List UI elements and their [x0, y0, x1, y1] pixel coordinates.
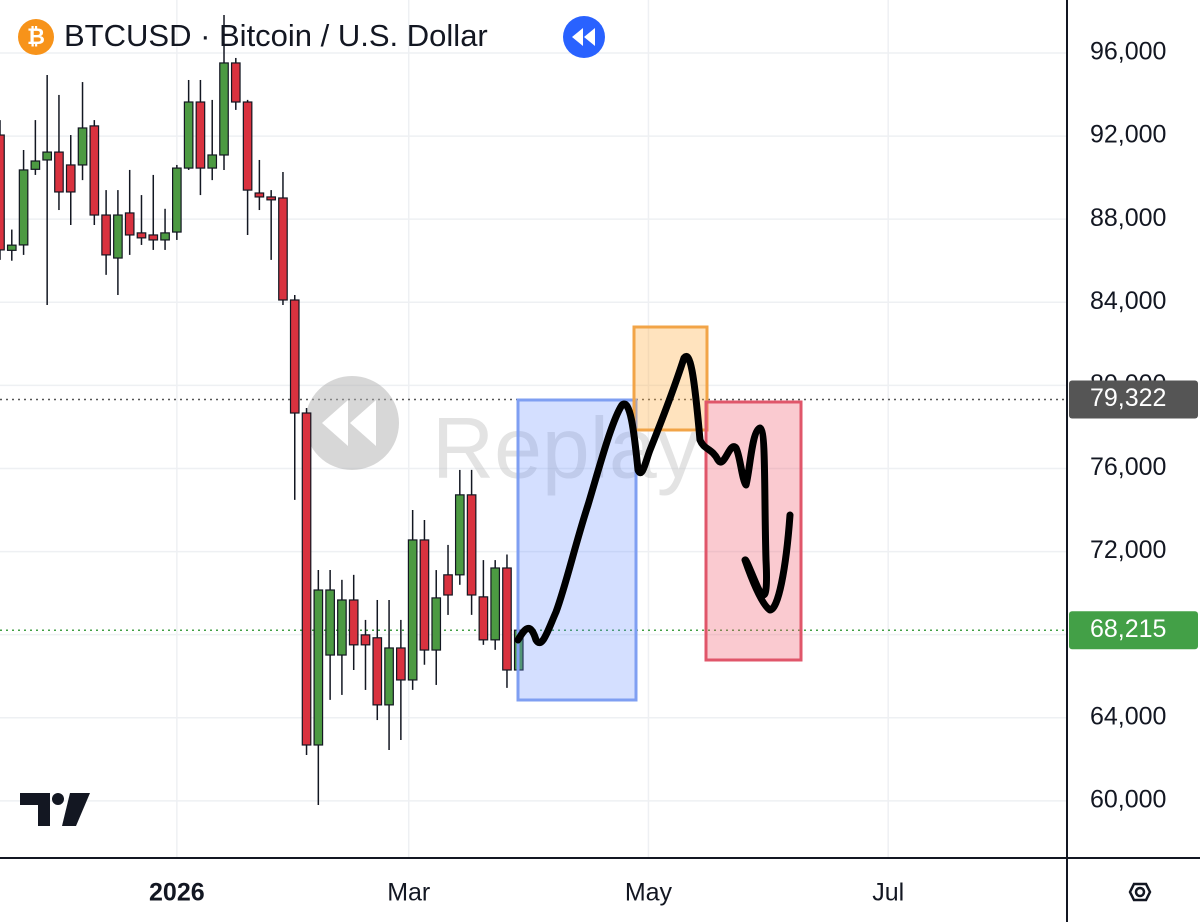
y-tick-label: 84,000 [1090, 287, 1166, 315]
candle-body [101, 214, 111, 256]
candle-body [396, 647, 406, 681]
candle-body [242, 101, 253, 191]
candle-body [30, 160, 41, 170]
replay-button-icon [572, 28, 595, 46]
candle-body [384, 647, 394, 706]
symbol-icon-glyph: ₿ [27, 24, 45, 49]
logo-t [20, 793, 50, 826]
chart-title: BTCUSD · Bitcoin / U.S. Dollar [64, 18, 488, 53]
price-labels: 79,322 68,215 [1069, 380, 1198, 650]
watermark-icon-arrows [322, 400, 376, 446]
candle-body [301, 412, 312, 746]
candle-body [348, 599, 359, 646]
candle-body [0, 134, 5, 251]
y-tick-label: 92,000 [1090, 121, 1166, 149]
y-tick-label: 72,000 [1090, 536, 1166, 564]
candle-body [443, 574, 453, 596]
y-tick-label: 88,000 [1090, 204, 1166, 232]
candle-body [502, 567, 512, 671]
candle-body [18, 169, 29, 246]
candles [0, 14, 524, 806]
x-tick-label: May [625, 879, 673, 907]
candle-body [195, 101, 206, 169]
candle-body [325, 589, 335, 656]
symbol-icon [18, 19, 54, 55]
candle-body [54, 151, 64, 193]
candle-body [89, 125, 100, 216]
candle-body [407, 539, 418, 681]
candle-body [466, 494, 477, 596]
y-tick-label: 96,000 [1090, 38, 1166, 66]
candle-body [148, 234, 159, 241]
logo [20, 793, 90, 826]
candle-body [136, 232, 147, 239]
watermark: Replay [305, 376, 700, 497]
candle-body [6, 244, 17, 251]
candle-body [360, 634, 371, 646]
settings-icon[interactable] [1128, 882, 1152, 902]
candle-body [431, 597, 442, 651]
candle-body [337, 599, 347, 656]
price-label: 79,322 [1090, 384, 1166, 412]
logo-dot [52, 793, 64, 805]
candle-body [372, 637, 383, 706]
candle-body [113, 214, 123, 259]
price-label: 68,215 [1090, 615, 1166, 643]
candle-body [254, 192, 265, 198]
candle-body [172, 167, 182, 233]
candle-body [207, 154, 218, 169]
x-tick-label: 2026 [149, 879, 205, 907]
candle-body [278, 197, 288, 301]
price-label-box [1069, 611, 1198, 650]
y-tick-label: 76,000 [1090, 453, 1166, 481]
candle-body [419, 539, 430, 651]
candle-body [124, 212, 135, 236]
candle-body [289, 299, 300, 414]
annotations [514, 325, 803, 702]
y-tick-label: 60,000 [1090, 785, 1166, 813]
price-label-box [1069, 380, 1198, 419]
candle-body [183, 101, 194, 169]
candle-body [219, 62, 229, 156]
logo-v [62, 793, 90, 826]
candle-body [490, 567, 501, 641]
candle-body [266, 196, 277, 201]
candle-body [160, 232, 170, 241]
settings-center [1134, 886, 1146, 898]
candle-body [313, 589, 324, 746]
x-tick-label: Mar [387, 879, 430, 907]
watermark-text: Replay [432, 401, 700, 497]
header: ₿ BTCUSD · Bitcoin / U.S. Dollar [18, 16, 605, 58]
settings-hex [1128, 882, 1152, 902]
candle-body [77, 127, 88, 166]
freehand-path [514, 353, 794, 646]
x-tick-label: Jul [872, 879, 904, 907]
candle-body [65, 164, 76, 193]
candle-body [230, 62, 241, 103]
y-tick-label: 64,000 [1090, 702, 1166, 730]
candle-body [42, 151, 53, 161]
candle-body [478, 596, 489, 641]
candle-body [454, 494, 465, 576]
